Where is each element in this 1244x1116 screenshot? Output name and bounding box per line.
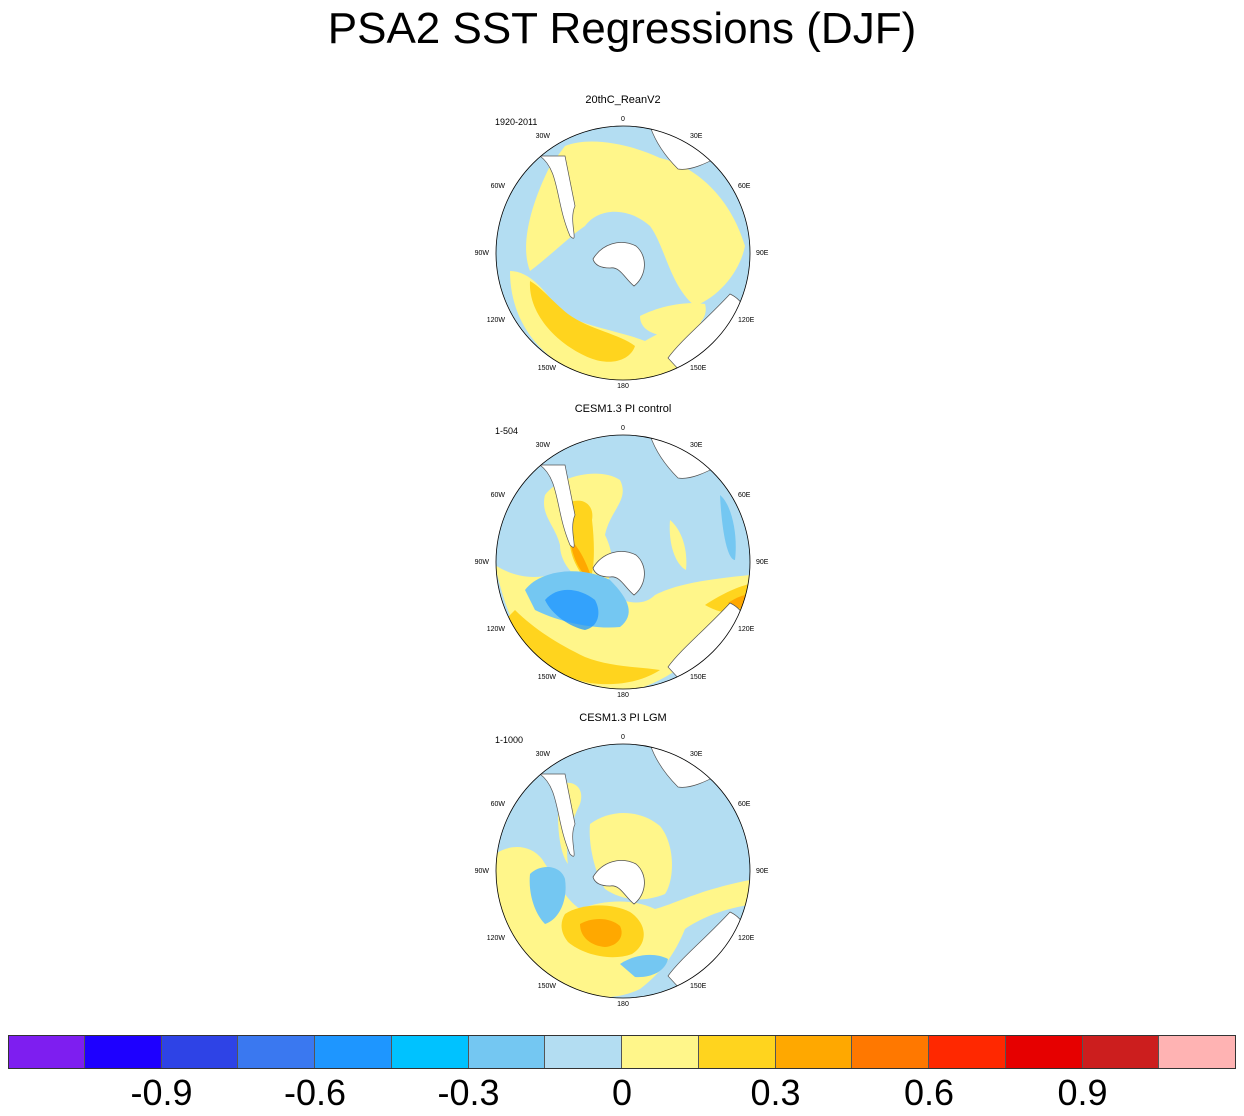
lon-label-30e: 30E — [690, 751, 703, 758]
colorbar-swatch — [1005, 1035, 1083, 1069]
lon-label-60e: 60E — [738, 801, 751, 808]
colorbar-swatch — [1159, 1035, 1236, 1069]
lon-label-120w: 120W — [487, 317, 506, 324]
panel-period: 1-1000 — [495, 735, 524, 745]
lon-label-top: 0 — [621, 116, 625, 123]
panel-title: CESM1.3 PI control — [574, 403, 672, 415]
colorbar-swatch — [775, 1035, 853, 1069]
lon-label-60w: 60W — [491, 801, 506, 808]
lon-label-60w: 60W — [491, 492, 506, 499]
lon-label-150w: 150W — [538, 674, 557, 681]
figure-title: PSA2 SST Regressions (DJF) — [327, 4, 917, 53]
colorbar-swatch — [8, 1035, 85, 1069]
panel-period: 1920-2011 — [495, 117, 538, 127]
lon-label-90e: 90E — [756, 559, 769, 566]
lon-label-150w: 150W — [538, 365, 557, 372]
lon-label-150e: 150E — [690, 983, 707, 990]
lon-label-90w: 90W — [475, 250, 490, 257]
panel-period: 1-504 — [495, 426, 519, 436]
lon-label-60e: 60E — [738, 492, 751, 499]
panel-title: CESM1.3 PI LGM — [579, 712, 667, 724]
lon-label-30w: 30W — [536, 133, 551, 140]
lon-label-90e: 90E — [756, 250, 769, 257]
map-panel-1: 20thC_ReanV2 1920-2011 0 30W 30E 60W 60E… — [470, 94, 780, 396]
colorbar-label: -0.3 — [437, 1072, 500, 1113]
lon-label-60e: 60E — [738, 183, 751, 190]
colorbar-swatch — [468, 1035, 546, 1069]
colorbar-swatch — [238, 1035, 315, 1069]
lon-label-30e: 30E — [690, 133, 703, 140]
lon-label-bottom: 180 — [617, 383, 629, 390]
colorbar-label: -0.9 — [130, 1072, 193, 1113]
lon-label-30w: 30W — [536, 751, 551, 758]
colorbar-swatch — [315, 1035, 392, 1069]
colorbar-swatch — [84, 1035, 162, 1069]
lon-label-150e: 150E — [690, 674, 707, 681]
colorbar-swatch — [545, 1035, 622, 1069]
colorbar-label: 0 — [611, 1072, 633, 1113]
colorbar-label: 0.9 — [1057, 1072, 1108, 1113]
colorbar-label: 0.3 — [750, 1072, 801, 1113]
colorbar-label: 0.6 — [903, 1072, 955, 1113]
lon-label-90e: 90E — [756, 868, 769, 875]
lon-label-120w: 120W — [487, 626, 506, 633]
lon-label-120e: 120E — [738, 317, 755, 324]
lon-label-top: 0 — [621, 734, 625, 741]
lon-label-120e: 120E — [738, 935, 755, 942]
lon-label-120e: 120E — [738, 626, 755, 633]
colorbar-swatch — [391, 1035, 469, 1069]
lon-label-90w: 90W — [475, 868, 490, 875]
panel-title: 20thC_ReanV2 — [585, 94, 661, 106]
colorbar-swatch — [698, 1035, 776, 1069]
map-panel-3: CESM1.3 PI LGM 1-1000 0 30W 30E 60W 60E … — [470, 712, 780, 1014]
polar-map: 0 30W 30E 60W 60E 90W 90E 120W 120E 150W… — [475, 116, 769, 390]
lon-label-top: 0 — [621, 425, 625, 432]
colorbar-swatch — [852, 1035, 929, 1069]
colorbar — [8, 1035, 1236, 1069]
map-panel-2: CESM1.3 PI control 1-504 0 30W 30E 60W — [470, 403, 780, 705]
colorbar-swatch — [161, 1035, 239, 1069]
lon-label-90w: 90W — [475, 559, 490, 566]
lon-label-30w: 30W — [536, 442, 551, 449]
lon-label-bottom: 180 — [617, 1001, 629, 1008]
lon-label-60w: 60W — [491, 183, 506, 190]
lon-label-150e: 150E — [690, 365, 707, 372]
lon-label-30e: 30E — [690, 442, 703, 449]
colorbar-swatch — [1082, 1035, 1160, 1069]
lon-label-150w: 150W — [538, 983, 557, 990]
colorbar-swatch — [622, 1035, 699, 1069]
polar-map: 0 30W 30E 60W 60E 90W 90E 120W 120E 150W… — [475, 425, 769, 699]
lon-label-120w: 120W — [487, 935, 506, 942]
colorbar-label: -0.6 — [283, 1072, 347, 1113]
lon-label-bottom: 180 — [617, 692, 629, 699]
polar-map: 0 30W 30E 60W 60E 90W 90E 120W 120E 150W… — [475, 734, 769, 1008]
colorbar-swatch — [929, 1035, 1006, 1069]
